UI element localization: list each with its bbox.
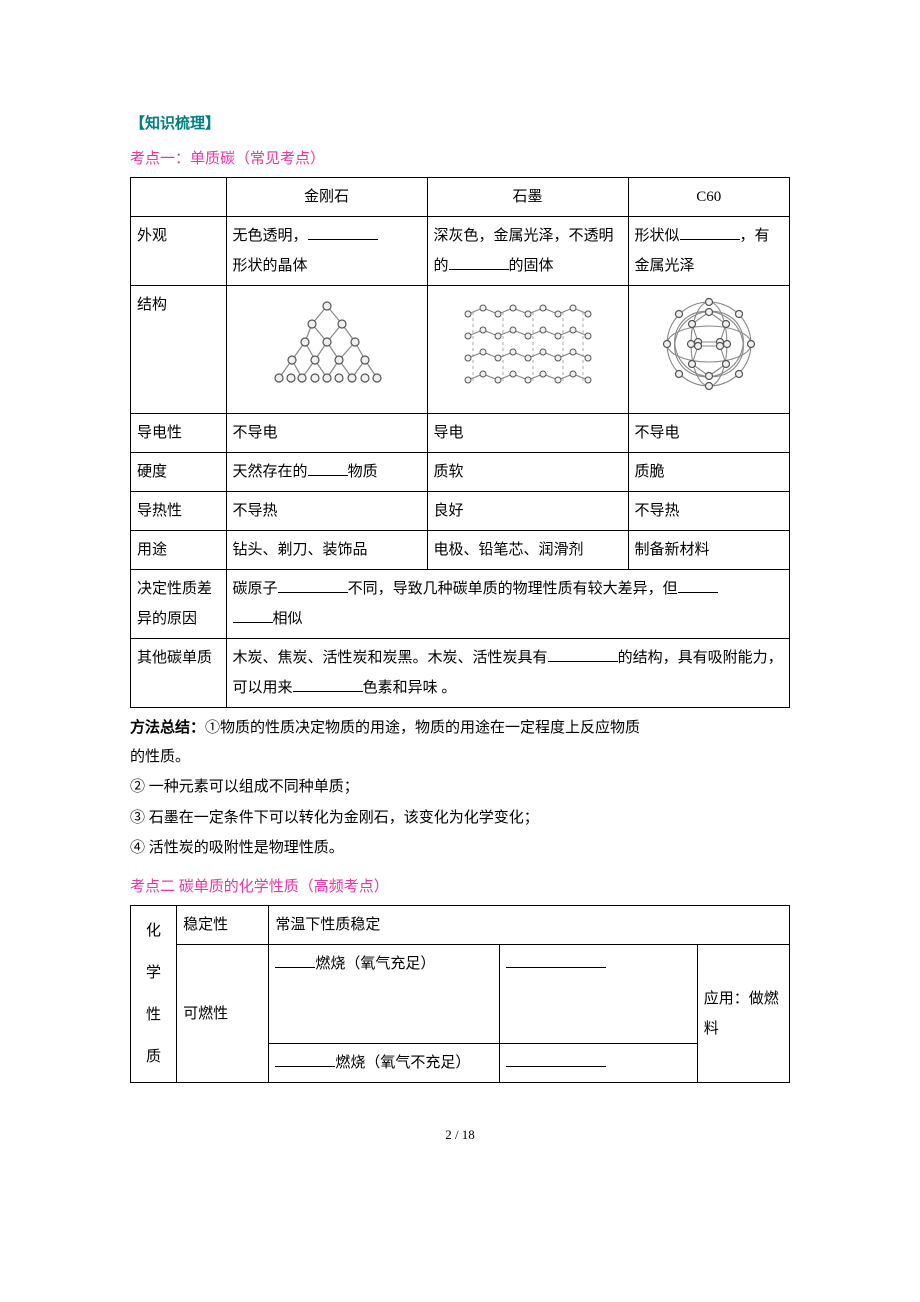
section-title: 【知识梳理】 <box>130 110 790 139</box>
row-other: 其他碳单质 木炭、焦炭、活性炭和炭黑。木炭、活性炭具有的结构，具有吸附能力，可以… <box>131 639 790 708</box>
cell-reason-text: 碳原子不同，导致几种碳单质的物理性质有较大差异，但相似 <box>226 570 789 639</box>
cell-label: 结构 <box>131 286 227 414</box>
header-c60: C60 <box>628 178 789 217</box>
blank-field <box>275 1051 335 1068</box>
cell-application: 应用：做燃料 <box>697 945 789 1083</box>
row-reason: 决定性质差异的原因 碳原子不同，导致几种碳单质的物理性质有较大差异，但相似 <box>131 570 790 639</box>
blank-field <box>680 224 740 241</box>
header-diamond: 金刚石 <box>226 178 427 217</box>
blank-field <box>678 577 718 594</box>
row-stability: 化学性质 稳定性 常温下性质稳定 <box>131 906 790 945</box>
topic-1-title: 考点一：单质碳（常见考点） <box>130 145 790 174</box>
blank-field <box>233 607 273 624</box>
blank-field <box>506 1051 606 1068</box>
cell-label: 其他碳单质 <box>131 639 227 708</box>
row-structure: 结构 <box>131 286 790 414</box>
cell-c60-appearance: 形状似，有金属光泽 <box>628 217 789 286</box>
cell-label: 稳定性 <box>177 906 269 945</box>
cell-label: 外观 <box>131 217 227 286</box>
blank-field <box>293 676 363 693</box>
cell-graphite-appearance: 深灰色，金属光泽，不透明的的固体 <box>427 217 628 286</box>
table-header-row: 金刚石 石墨 C60 <box>131 178 790 217</box>
row-hardness: 硬度 天然存在的物质 质软 质脆 <box>131 453 790 492</box>
summary-label: 方法总结： <box>130 720 205 736</box>
blank-field <box>278 577 348 594</box>
summary-item: ④ 活性炭的吸附性是物理性质。 <box>130 834 790 863</box>
topic-2-title: 考点二 碳单质的化学性质（高频考点） <box>130 873 790 902</box>
blank-field <box>308 460 348 477</box>
blank-field <box>308 224 378 241</box>
header-blank-cell <box>131 178 227 217</box>
header-graphite: 石墨 <box>427 178 628 217</box>
graphite-structure-icon <box>427 286 628 414</box>
cell-other-text: 木炭、焦炭、活性炭和炭黑。木炭、活性炭具有的结构，具有吸附能力，可以用来色素和异… <box>226 639 789 708</box>
row-combust-1: 可燃性 燃烧（氧气充足） 应用：做燃料 <box>131 945 790 1044</box>
row-header-vertical: 化学性质 <box>131 906 177 1083</box>
c60-structure-icon <box>628 286 789 414</box>
summary-item: ② 一种元素可以组成不同种单质； <box>130 773 790 802</box>
page-number: 2 / 18 <box>130 1123 790 1148</box>
cell-label: 导热性 <box>131 492 227 531</box>
cell-label: 决定性质差异的原因 <box>131 570 227 639</box>
blank-field <box>548 646 618 663</box>
summary-item: ③ 石墨在一定条件下可以转化为金刚石，该变化为化学变化； <box>130 804 790 833</box>
diamond-structure-icon <box>226 286 427 414</box>
row-appearance: 外观 无色透明， 形状的晶体 深灰色，金属光泽，不透明的的固体 形状似，有金属光… <box>131 217 790 286</box>
blank-field <box>506 952 606 969</box>
chemical-properties-table: 化学性质 稳定性 常温下性质稳定 可燃性 燃烧（氧气充足） 应用：做燃料 燃烧（… <box>130 905 790 1083</box>
row-thermal: 导热性 不导热 良好 不导热 <box>131 492 790 531</box>
cell-label: 可燃性 <box>177 945 269 1083</box>
row-conductivity: 导电性 不导电 导电 不导电 <box>131 414 790 453</box>
cell-label: 用途 <box>131 531 227 570</box>
carbon-allotropes-table: 金刚石 石墨 C60 外观 无色透明， 形状的晶体 深灰色，金属光泽，不透明的的… <box>130 177 790 708</box>
cell-label: 硬度 <box>131 453 227 492</box>
method-summary: 方法总结：①物质的性质决定物质的用途，物质的用途在一定程度上反应物质 的性质。 … <box>130 714 790 863</box>
row-usage: 用途 钻头、剃刀、装饰品 电极、铅笔芯、润滑剂 制备新材料 <box>131 531 790 570</box>
cell-label: 导电性 <box>131 414 227 453</box>
blank-field <box>275 952 315 969</box>
cell-diamond-appearance: 无色透明， 形状的晶体 <box>226 217 427 286</box>
blank-field <box>449 254 509 271</box>
